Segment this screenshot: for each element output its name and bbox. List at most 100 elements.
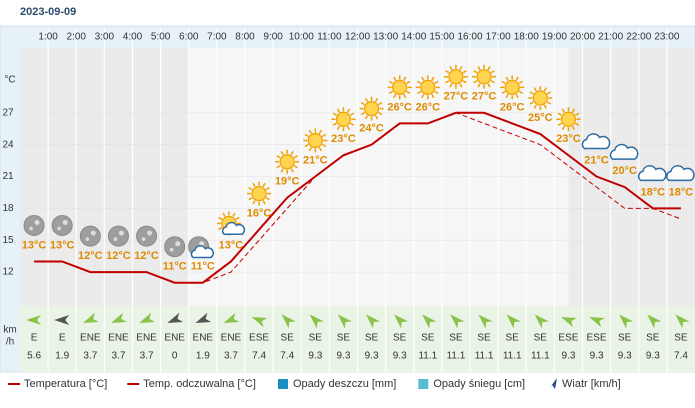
cloud-icon [609, 143, 639, 160]
wind-speed: 1.9 [55, 351, 69, 362]
sun-icon [331, 107, 356, 132]
legend-label: Opady śniegu [cm] [433, 378, 525, 390]
sun-ray [364, 97, 369, 103]
wind-speed: 9.3 [393, 351, 407, 362]
sun-ray [403, 93, 407, 99]
wind-arrow [534, 314, 549, 329]
wind-arrow [309, 314, 324, 329]
wind-direction: SE [646, 333, 660, 344]
moon-crater [29, 226, 33, 231]
sun-icon [303, 128, 328, 153]
temperature-label: 20°C [612, 165, 637, 177]
sun-ray [248, 196, 253, 201]
sun-ray [262, 200, 266, 205]
sun-ray [421, 76, 425, 81]
temperature-label: 19°C [275, 176, 300, 188]
wind-direction: SE [449, 333, 463, 344]
wind-direction: ENE [193, 333, 214, 344]
sun-ray [529, 101, 534, 105]
sun-ray [561, 125, 566, 131]
temperature-label: 12°C [78, 250, 103, 262]
wind-speed: 7.4 [674, 351, 688, 362]
wind-speed: 1.9 [196, 351, 210, 362]
sun-ray [477, 83, 481, 88]
sun-ray [280, 150, 284, 156]
sun-ray [336, 125, 341, 131]
sun-ray [431, 76, 435, 81]
x-tick-label: 8:00 [235, 32, 255, 43]
sun-ray [561, 108, 566, 113]
sun-ray [321, 143, 327, 148]
sun-ray [406, 90, 411, 95]
temperature-label: 27°C [444, 91, 469, 103]
sun-ray [487, 83, 491, 88]
wind-arrow [195, 312, 212, 324]
sun-disc [476, 69, 492, 85]
wind-direction: SE [337, 333, 351, 344]
temperature-label: 16°C [247, 208, 272, 220]
wind-speed: 5.6 [27, 351, 41, 362]
sun-ray [262, 182, 266, 188]
sun-ray [459, 83, 463, 88]
wind-arrow [281, 314, 296, 329]
x-tick-label: 12:00 [345, 32, 370, 43]
temperature-label: 18°C [641, 186, 666, 198]
sun-disc [307, 132, 323, 149]
x-tick-label: 5:00 [151, 32, 171, 43]
sun-icon [528, 86, 553, 111]
sun-ray [473, 70, 478, 74]
sun-ray [304, 133, 309, 138]
sun-ray [290, 168, 294, 173]
sun-ray [449, 83, 453, 88]
legend-swatch [278, 379, 288, 389]
wind-speed: 11.1 [475, 351, 494, 362]
sun-ray [406, 80, 411, 85]
wind-arrow [647, 314, 662, 329]
wind-arrow [561, 316, 577, 328]
wind-speed: 3.7 [111, 351, 125, 362]
temperature-label: 26°C [387, 101, 412, 113]
chart-title: 2023-09-09 [20, 6, 76, 18]
moon-crater [85, 237, 90, 241]
sun-disc [448, 69, 464, 85]
x-tick-label: 9:00 [263, 32, 283, 43]
x-tick-label: 11:00 [317, 32, 342, 43]
sun-ray [421, 93, 425, 99]
y-tick-label: 24 [2, 139, 14, 150]
wind-direction: SE [477, 333, 491, 344]
temperature-label: 25°C [528, 112, 553, 124]
wind-speed: 9.3 [365, 351, 379, 362]
temperature-label: 21°C [303, 154, 328, 166]
sun-ray [490, 70, 495, 74]
wind-direction: E [31, 333, 38, 344]
sun-ray [232, 212, 236, 217]
sun-ray [349, 112, 355, 116]
wind-direction: ESE [587, 333, 607, 344]
sun-ray [321, 133, 327, 138]
sun-ray [434, 90, 439, 95]
sun-ray [571, 108, 576, 113]
wind-direction: SE [534, 333, 548, 344]
cloud-icon [666, 165, 695, 182]
sun-ray [378, 101, 383, 106]
wind-direction: E [59, 333, 66, 344]
x-tick-label: 4:00 [123, 32, 143, 43]
wind-arrow [139, 312, 155, 324]
wind-speed: 9.3 [646, 351, 660, 362]
wind-unit: km [3, 325, 16, 336]
sun-ray [293, 155, 298, 159]
sun-ray [445, 80, 450, 84]
moon-crater [118, 230, 124, 236]
moon-crater [90, 230, 96, 236]
sun-ray [378, 111, 383, 116]
sun-ray [574, 112, 580, 116]
sun-ray [546, 91, 552, 95]
wind-arrow [167, 312, 184, 324]
moon-icon [79, 225, 101, 247]
sun-ray [557, 122, 562, 126]
wind-speed: 9.3 [590, 351, 604, 362]
cloud-icon [637, 165, 667, 182]
moon-crater [147, 230, 153, 236]
sun-ray [477, 66, 481, 71]
x-tick-label: 2:00 [67, 32, 87, 43]
